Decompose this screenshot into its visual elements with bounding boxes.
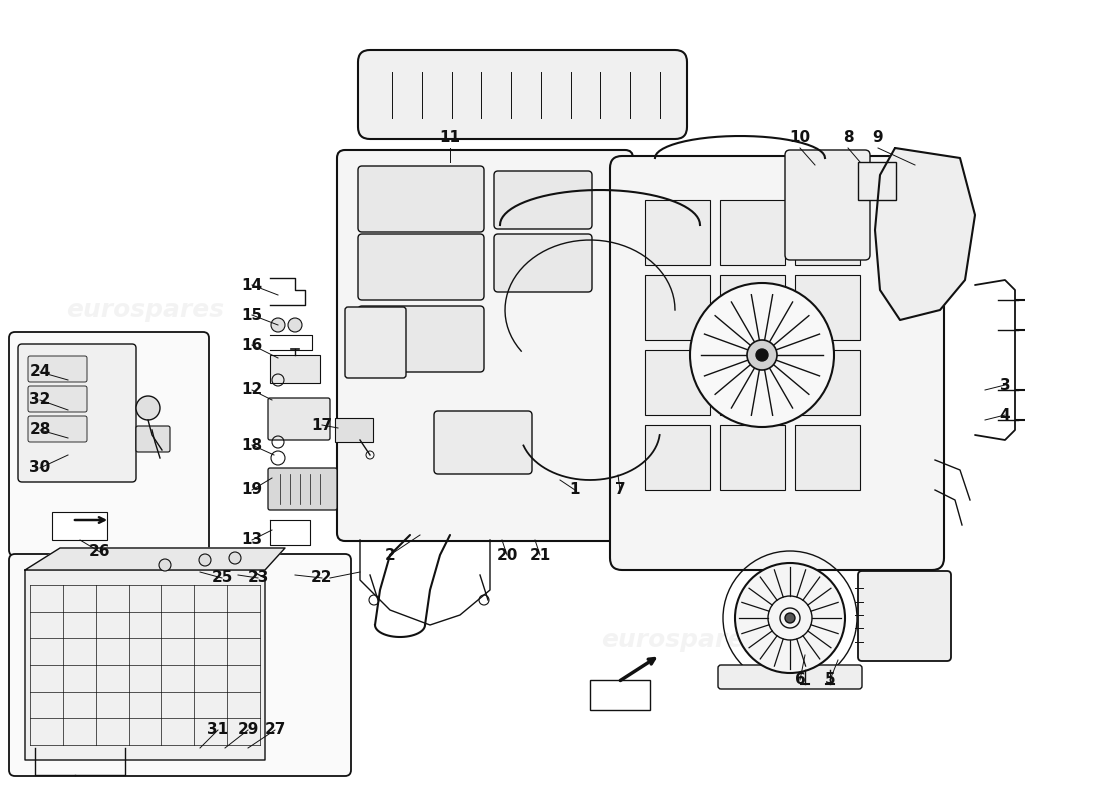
Text: 18: 18	[241, 438, 263, 453]
Bar	[720, 350, 785, 415]
Text: 15: 15	[241, 307, 263, 322]
Polygon shape	[25, 570, 265, 760]
Text: 25: 25	[211, 570, 233, 586]
FancyBboxPatch shape	[494, 234, 592, 292]
Circle shape	[690, 283, 834, 427]
Text: 32: 32	[30, 393, 51, 407]
Text: 16: 16	[241, 338, 263, 353]
FancyBboxPatch shape	[28, 356, 87, 382]
FancyBboxPatch shape	[136, 426, 170, 452]
Bar	[858, 162, 896, 200]
Text: 2: 2	[385, 547, 395, 562]
FancyBboxPatch shape	[494, 171, 592, 229]
Text: 27: 27	[264, 722, 286, 738]
Text: 10: 10	[790, 130, 811, 146]
Text: 1: 1	[570, 482, 581, 498]
Circle shape	[747, 340, 777, 370]
FancyBboxPatch shape	[358, 50, 688, 139]
FancyBboxPatch shape	[610, 156, 944, 570]
Text: 13: 13	[241, 533, 263, 547]
Text: 9: 9	[872, 130, 883, 146]
Text: 21: 21	[529, 547, 551, 562]
Bar	[795, 425, 860, 490]
Bar	[645, 425, 710, 490]
Text: eurospares: eurospares	[66, 298, 224, 322]
FancyBboxPatch shape	[858, 571, 952, 661]
Bar	[270, 355, 320, 383]
Text: 19: 19	[241, 482, 263, 498]
Text: 6: 6	[794, 673, 805, 687]
Text: 12: 12	[241, 382, 263, 398]
FancyBboxPatch shape	[28, 386, 87, 412]
Circle shape	[735, 563, 845, 673]
Polygon shape	[25, 548, 285, 570]
Text: 4: 4	[1000, 407, 1010, 422]
Bar	[645, 350, 710, 415]
Circle shape	[288, 318, 302, 332]
Circle shape	[160, 559, 170, 571]
Circle shape	[756, 349, 768, 361]
Text: 11: 11	[440, 130, 461, 146]
FancyBboxPatch shape	[345, 307, 406, 378]
Circle shape	[229, 552, 241, 564]
FancyBboxPatch shape	[9, 332, 209, 556]
Text: 28: 28	[30, 422, 51, 438]
FancyBboxPatch shape	[268, 468, 337, 510]
Text: eurospares: eurospares	[451, 298, 609, 322]
Text: 20: 20	[496, 547, 518, 562]
Bar	[795, 350, 860, 415]
Text: 5: 5	[825, 673, 835, 687]
Circle shape	[136, 396, 160, 420]
Text: 3: 3	[1000, 378, 1010, 393]
FancyBboxPatch shape	[9, 554, 351, 776]
Text: 24: 24	[30, 365, 51, 379]
Text: 22: 22	[311, 570, 332, 586]
Text: 17: 17	[311, 418, 332, 433]
Text: 8: 8	[843, 130, 854, 146]
FancyBboxPatch shape	[268, 398, 330, 440]
Text: 7: 7	[615, 482, 625, 498]
Text: 31: 31	[208, 722, 229, 738]
Bar	[795, 200, 860, 265]
Text: 23: 23	[248, 570, 268, 586]
Text: 26: 26	[89, 545, 111, 559]
FancyBboxPatch shape	[28, 416, 87, 442]
Polygon shape	[874, 148, 975, 320]
FancyBboxPatch shape	[358, 306, 484, 372]
Bar	[720, 425, 785, 490]
Text: 14: 14	[241, 278, 263, 293]
Text: 30: 30	[30, 461, 51, 475]
Text: eurospares: eurospares	[601, 628, 759, 652]
Bar	[645, 275, 710, 340]
Circle shape	[199, 554, 211, 566]
Bar	[720, 200, 785, 265]
Bar	[795, 275, 860, 340]
Circle shape	[271, 318, 285, 332]
Text: 29: 29	[238, 722, 258, 738]
Circle shape	[785, 613, 795, 623]
FancyBboxPatch shape	[434, 411, 532, 474]
FancyBboxPatch shape	[337, 150, 632, 541]
Bar	[645, 200, 710, 265]
FancyBboxPatch shape	[718, 665, 862, 689]
Bar	[720, 275, 785, 340]
Bar	[336, 418, 373, 442]
FancyBboxPatch shape	[358, 166, 484, 232]
Text: eurospares: eurospares	[89, 628, 221, 648]
FancyBboxPatch shape	[785, 150, 870, 260]
Bar	[590, 680, 650, 710]
FancyBboxPatch shape	[358, 234, 484, 300]
FancyBboxPatch shape	[18, 344, 136, 482]
Bar	[52, 512, 107, 540]
